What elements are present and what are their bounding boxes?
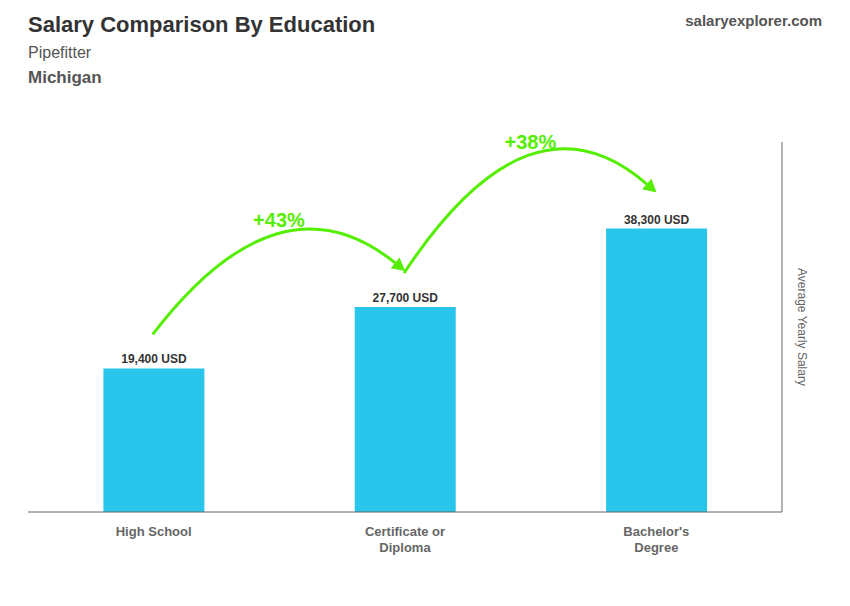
svg-text:27,700 USD: 27,700 USD xyxy=(373,291,439,305)
html-text:salaryexplorer.com: salaryexplorer.com xyxy=(685,12,822,29)
svg-text:19,400 USD: 19,400 USD xyxy=(121,352,187,366)
svg-text:38,300 USD: 38,300 USD xyxy=(624,213,690,227)
svg-text:Average Yearly Salary: Average Yearly Salary xyxy=(795,268,809,386)
svg-text:+43%: +43% xyxy=(253,209,305,231)
html-text:Pipefitter: Pipefitter xyxy=(28,44,92,61)
svg-text:Bachelor'sDegree: Bachelor'sDegree xyxy=(623,524,689,555)
svg-text:High School: High School xyxy=(116,524,192,539)
svg-text:Certificate orDiploma: Certificate orDiploma xyxy=(365,524,445,555)
html-text:Salary Comparison By Education: Salary Comparison By Education xyxy=(28,12,376,37)
html-text:Michigan: Michigan xyxy=(28,68,102,87)
svg-text:+38%: +38% xyxy=(504,131,556,153)
